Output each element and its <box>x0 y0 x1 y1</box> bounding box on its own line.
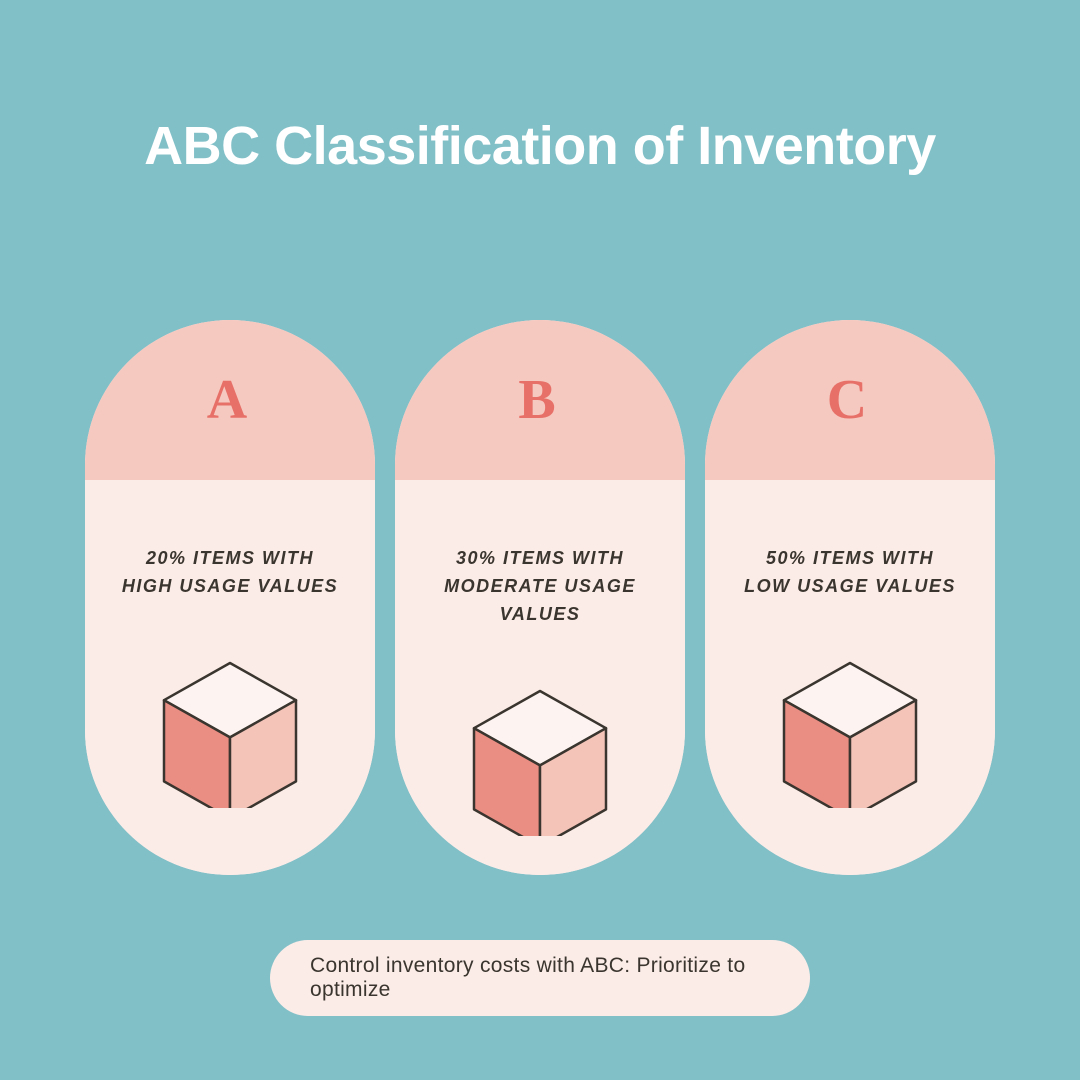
pill-description: 20% ITEMS WITH HIGH USAGE VALUES <box>120 545 340 601</box>
pill-body: 30% ITEMS WITH MODERATE USAGE VALUES <box>395 480 685 875</box>
pill-header: C <box>705 320 995 480</box>
pill-header: A <box>85 320 375 480</box>
pill-letter: A <box>207 368 253 432</box>
footer-caption: Control inventory costs with ABC: Priori… <box>270 940 810 1016</box>
page-title: ABC Classification of Inventory <box>0 115 1080 177</box>
pill-letter: B <box>518 368 561 432</box>
pill-row: A 20% ITEMS WITH HIGH USAGE VALUES B 30% I… <box>0 320 1080 875</box>
classification-pill: B 30% ITEMS WITH MODERATE USAGE VALUES <box>395 320 685 875</box>
pill-letter: C <box>827 368 873 432</box>
pill-body: 20% ITEMS WITH HIGH USAGE VALUES <box>85 480 375 875</box>
pill-body: 50% ITEMS WITH LOW USAGE VALUES <box>705 480 995 875</box>
pill-header: B <box>395 320 685 480</box>
classification-pill: A 20% ITEMS WITH HIGH USAGE VALUES <box>85 320 375 875</box>
pill-description: 30% ITEMS WITH MODERATE USAGE VALUES <box>430 545 650 629</box>
cube-icon <box>780 661 920 813</box>
pill-description: 50% ITEMS WITH LOW USAGE VALUES <box>740 545 960 601</box>
cube-icon <box>470 689 610 841</box>
cube-icon <box>160 661 300 813</box>
classification-pill: C 50% ITEMS WITH LOW USAGE VALUES <box>705 320 995 875</box>
